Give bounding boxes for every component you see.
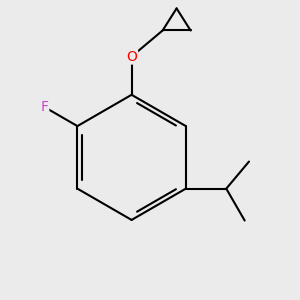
Text: F: F xyxy=(40,100,48,114)
Text: O: O xyxy=(126,50,137,64)
